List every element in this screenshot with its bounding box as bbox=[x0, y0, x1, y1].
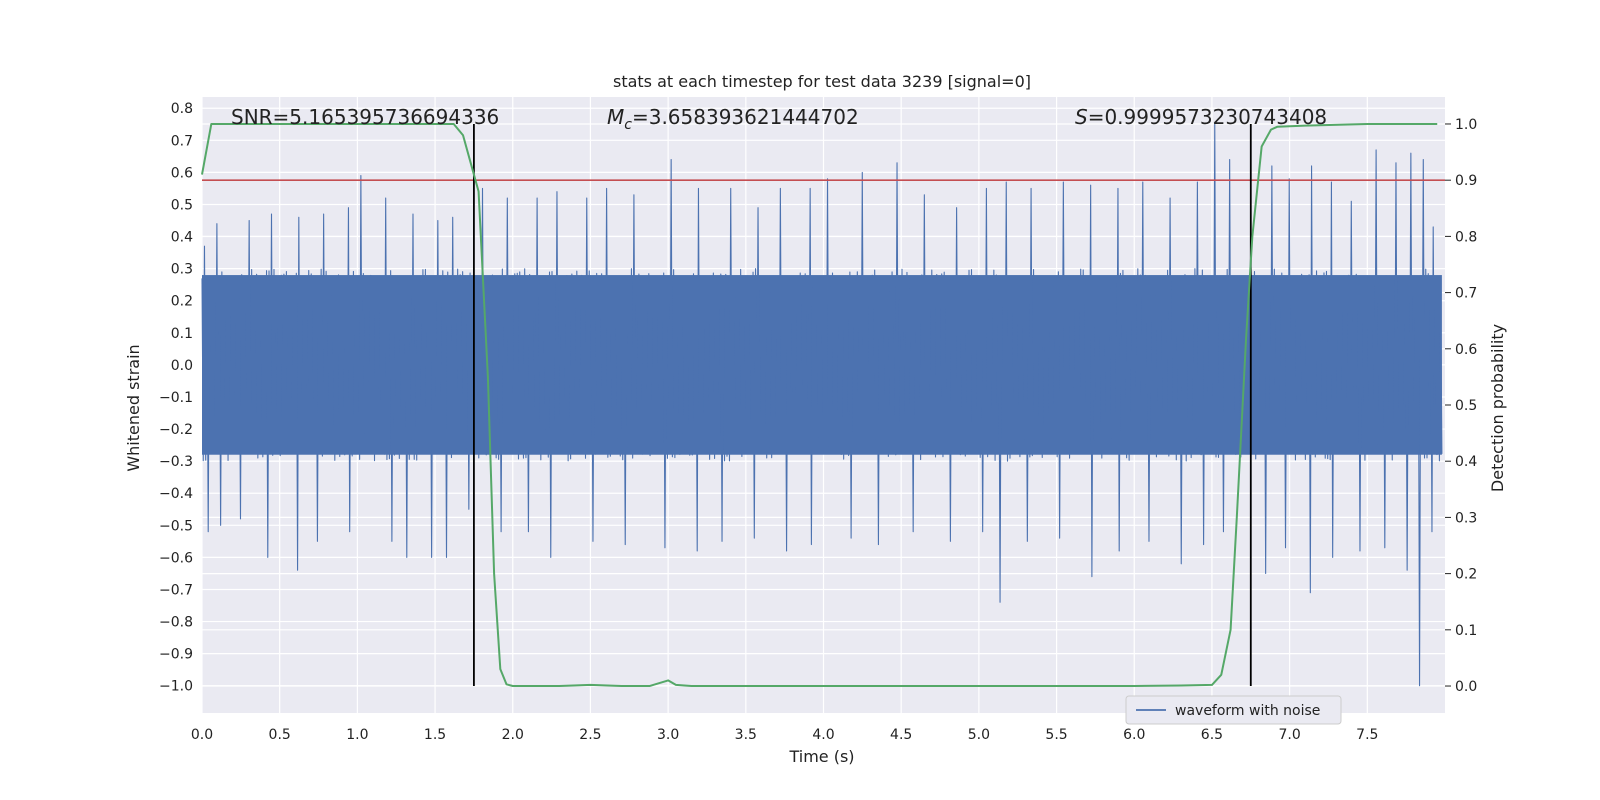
y2-axis-label: Detection probability bbox=[1488, 324, 1507, 492]
x-tick-label: 4.0 bbox=[812, 727, 834, 743]
y2-tick-label: 0.9 bbox=[1455, 173, 1477, 189]
chirp-mass-annotation: Mc=3.658393621444702 bbox=[607, 105, 859, 133]
y-tick-label: −0.5 bbox=[159, 518, 193, 534]
snr-annotation: SNR=5.165395736694336 bbox=[231, 105, 499, 129]
y-tick-label: −0.9 bbox=[159, 647, 193, 663]
y-tick-label: 0.4 bbox=[171, 230, 193, 246]
chirp-mass-subscript: c bbox=[624, 117, 632, 133]
y-tick-label: −0.6 bbox=[159, 550, 193, 566]
x-tick-label: 3.5 bbox=[735, 727, 757, 743]
y2-tick-label: 0.7 bbox=[1455, 286, 1477, 302]
y2-tick-label: 0.0 bbox=[1455, 679, 1477, 695]
y-tick-label: 0.2 bbox=[171, 294, 193, 310]
y-tick-label: 0.5 bbox=[171, 197, 193, 213]
x-tick-label: 4.5 bbox=[890, 727, 912, 743]
y2-tick-label: 0.2 bbox=[1455, 567, 1477, 583]
y-axis-label: Whitened strain bbox=[124, 344, 143, 471]
x-tick-label: 6.0 bbox=[1123, 727, 1145, 743]
x-tick-label: 1.5 bbox=[424, 727, 446, 743]
y2-tick-label: 0.4 bbox=[1455, 454, 1477, 470]
x-tick-label: 0.0 bbox=[191, 727, 213, 743]
y2-tick-label: 0.5 bbox=[1455, 398, 1477, 414]
detection-score-value: =0.9999573230743408 bbox=[1088, 105, 1327, 129]
chirp-mass-symbol: M bbox=[607, 105, 624, 129]
y2-tick-label: 0.1 bbox=[1455, 623, 1477, 639]
y2-tick-label: 0.3 bbox=[1455, 510, 1477, 526]
chart-title: stats at each timestep for test data 323… bbox=[613, 72, 1031, 91]
y2-tick-label: 0.8 bbox=[1455, 229, 1477, 245]
probability-series-line bbox=[201, 122, 1438, 688]
x-tick-label: 5.0 bbox=[968, 727, 990, 743]
x-tick-label: 3.0 bbox=[657, 727, 679, 743]
y-tick-label: 0.0 bbox=[171, 358, 193, 374]
y2-tick-label: 0.6 bbox=[1455, 342, 1477, 358]
x-tick-label: 6.5 bbox=[1201, 727, 1223, 743]
x-tick-label: 1.0 bbox=[346, 727, 368, 743]
x-tick-label: 2.0 bbox=[502, 727, 524, 743]
y-tick-label: 0.7 bbox=[171, 133, 193, 149]
legend: waveform with noise bbox=[1125, 695, 1342, 725]
detection-score-symbol: S bbox=[1075, 105, 1088, 129]
chirp-mass-value: =3.658393621444702 bbox=[632, 105, 859, 129]
x-tick-label: 5.5 bbox=[1045, 727, 1067, 743]
y-tick-label: −0.8 bbox=[159, 615, 193, 631]
y-tick-label: −0.2 bbox=[159, 422, 193, 438]
y-tick-label: 0.3 bbox=[171, 262, 193, 278]
y-tick-label: −1.0 bbox=[159, 679, 193, 695]
y-tick-label: −0.1 bbox=[159, 390, 193, 406]
y2-tick-label: 1.0 bbox=[1455, 117, 1477, 133]
y-tick-label: −0.7 bbox=[159, 582, 193, 598]
x-tick-label: 0.5 bbox=[269, 727, 291, 743]
y-tick-label: 0.1 bbox=[171, 326, 193, 342]
y-tick-label: 0.8 bbox=[171, 101, 193, 117]
strain-series-line bbox=[201, 123, 1443, 687]
x-tick-label: 2.5 bbox=[579, 727, 601, 743]
x-tick-label: 7.0 bbox=[1278, 727, 1300, 743]
detection-score-annotation: S=0.9999573230743408 bbox=[1075, 105, 1327, 129]
legend-label: waveform with noise bbox=[1175, 703, 1320, 719]
y-tick-label: 0.6 bbox=[171, 165, 193, 181]
y-tick-label: −0.4 bbox=[159, 486, 193, 502]
y-tick-label: −0.3 bbox=[159, 454, 193, 470]
x-axis-label: Time (s) bbox=[788, 747, 854, 766]
legend-box bbox=[1125, 695, 1342, 725]
x-tick-label: 7.5 bbox=[1356, 727, 1378, 743]
